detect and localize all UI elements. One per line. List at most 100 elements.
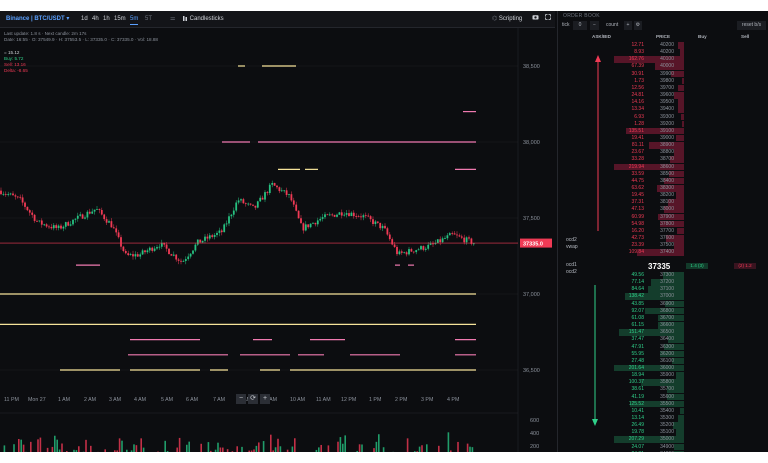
ask-row[interactable]: 1.28 39200 [558, 120, 768, 128]
candle-body [237, 200, 240, 203]
settings-icon[interactable]: ⚌ [170, 16, 176, 22]
ask-row[interactable]: 12.56 39700 [558, 84, 768, 92]
bid-row[interactable]: 49.56 37300 [558, 272, 768, 279]
ask-row[interactable]: 8.93 40200 [558, 49, 768, 56]
tick-down-button[interactable]: − [590, 21, 599, 30]
bid-row[interactable]: 38.61 35700 [558, 386, 768, 393]
pair-selector[interactable]: Binance | BTC/USDT ▾ [6, 14, 69, 24]
ask-row[interactable]: 219.94 38600 [558, 163, 768, 171]
ask-label-ocd2: ocd2 [566, 237, 577, 243]
bid-row[interactable]: 201.64 36000 [558, 364, 768, 372]
bid-row[interactable]: 100.37 35800 [558, 379, 768, 386]
ask-row[interactable]: 47.13 38000 [558, 206, 768, 213]
bid-row[interactable]: 207.29 35000 [558, 436, 768, 443]
ask-row[interactable]: 19.41 39000 [558, 134, 768, 142]
chart-type-selector[interactable]: Candlesticks [182, 14, 224, 24]
settings-gear-icon[interactable]: ⚙ [634, 21, 642, 30]
bid-row[interactable]: 61.08 36700 [558, 314, 768, 322]
bid-row[interactable]: 138.42 37000 [558, 293, 768, 300]
ask-row[interactable]: 109.84 37400 [558, 249, 768, 256]
candle-body [468, 237, 470, 239]
timeframe-5m[interactable]: 5m [130, 14, 139, 25]
tick-input[interactable]: 0 [573, 21, 587, 30]
bid-row[interactable]: 13.14 35300 [558, 415, 768, 422]
bid-row[interactable]: 84.64 37100 [558, 286, 768, 293]
bid-row[interactable]: 77.14 37200 [558, 279, 768, 286]
time-tick-label: 1 AM [58, 397, 70, 403]
timeframe-1h[interactable]: 1h [103, 16, 110, 22]
timeframe-custom[interactable]: 5T [145, 16, 153, 22]
candle-body [424, 248, 427, 250]
ask-row[interactable]: 54.98 37800 [558, 220, 768, 228]
expand-icon[interactable] [545, 14, 551, 24]
bid-row[interactable]: 47.91 36300 [558, 343, 768, 351]
ask-row[interactable]: 162.76 40100 [558, 56, 768, 63]
candle-body [432, 243, 434, 245]
bid-row[interactable]: 43.85 36900 [558, 300, 768, 308]
bid-row[interactable]: 26.49 35200 [558, 422, 768, 429]
ask-row[interactable]: 33.59 38500 [558, 170, 768, 178]
price-value: 38400 [660, 177, 674, 184]
zoom-reset-button[interactable]: ⟳ [248, 394, 258, 404]
ask-row[interactable]: 13.34 39400 [558, 106, 768, 113]
size-value: 33.59 [631, 170, 644, 177]
scripting-button[interactable]: ⌬ Scripting [492, 14, 522, 24]
ask-row[interactable]: 14.16 39500 [558, 99, 768, 106]
ask-row[interactable]: 135.51 39100 [558, 127, 768, 135]
bid-row[interactable]: 92.07 36800 [558, 307, 768, 315]
candle-body [441, 238, 444, 243]
ask-row[interactable]: 1.73 39800 [558, 77, 768, 85]
camera-icon[interactable] [532, 14, 539, 24]
bid-row[interactable]: 24.81 34800 [558, 450, 768, 452]
timeframe-1d[interactable]: 1d [81, 16, 88, 22]
ask-row[interactable]: 37.31 38100 [558, 199, 768, 206]
ask-row[interactable]: 63.62 38300 [558, 185, 768, 192]
ask-row[interactable]: 23.67 38800 [558, 149, 768, 156]
bid-row[interactable]: 37.47 36400 [558, 336, 768, 343]
bid-row[interactable]: 125.52 35500 [558, 400, 768, 408]
bid-row[interactable]: 19.78 35100 [558, 429, 768, 436]
candle-body [312, 222, 314, 224]
bid-row[interactable]: 151.47 36500 [558, 329, 768, 336]
ask-row[interactable]: 23.39 37500 [558, 242, 768, 249]
chevron-down-icon: ▾ [66, 16, 70, 22]
zoom-in-button[interactable]: + [260, 394, 270, 404]
volume-bar [178, 437, 181, 452]
ask-row[interactable]: 16.20 37700 [558, 227, 768, 235]
candle-body [405, 252, 408, 255]
zoom-in-icon[interactable]: + [624, 21, 632, 30]
price-chart[interactable]: 38,500 38,000 37,500 37,000 36,500 37335.0 600… [0, 28, 555, 452]
size-value: 23.67 [631, 149, 644, 156]
depth-bar [670, 70, 684, 78]
ask-row[interactable]: 24.81 39600 [558, 92, 768, 99]
timeframe-4h[interactable]: 4h [92, 16, 99, 22]
candle-body [156, 247, 158, 249]
candle-body [213, 234, 216, 237]
candle-ohlc-info: Date: 16:55 · O: 37549.9 · H: 37553.5 · … [4, 37, 158, 42]
ask-row[interactable]: 30.91 39900 [558, 70, 768, 78]
ask-row[interactable]: 12.71 40200 [558, 42, 768, 49]
bid-row[interactable]: 61.15 36600 [558, 322, 768, 329]
ask-row[interactable]: 67.39 40000 [558, 63, 768, 70]
depth-bar [614, 163, 684, 171]
bid-row[interactable]: 55.95 36200 [558, 350, 768, 358]
bid-row[interactable]: 41.19 35600 [558, 393, 768, 401]
depth-bar [663, 206, 684, 213]
ask-row[interactable]: 60.99 37900 [558, 213, 768, 221]
candle-body [403, 252, 406, 254]
candle-body [98, 209, 101, 211]
ask-row[interactable]: 44.75 38400 [558, 177, 768, 185]
ask-row[interactable]: 33.28 38700 [558, 156, 768, 163]
candle-body [400, 251, 403, 253]
reset-buy-sell-button[interactable]: reset b/s [737, 21, 766, 30]
bid-row[interactable]: 10.41 35400 [558, 407, 768, 415]
zoom-out-button[interactable]: − [236, 394, 246, 404]
bid-row[interactable]: 18.94 35900 [558, 372, 768, 379]
ask-row[interactable]: 6.93 39300 [558, 113, 768, 121]
bid-row[interactable]: 27.48 36100 [558, 357, 768, 365]
timeframe-15m[interactable]: 15m [114, 16, 126, 22]
ask-row[interactable]: 19.45 38200 [558, 192, 768, 199]
ask-row[interactable]: 42.73 37600 [558, 235, 768, 242]
ask-row[interactable]: 81.11 38900 [558, 142, 768, 149]
bid-row[interactable]: 24.07 34900 [558, 443, 768, 451]
